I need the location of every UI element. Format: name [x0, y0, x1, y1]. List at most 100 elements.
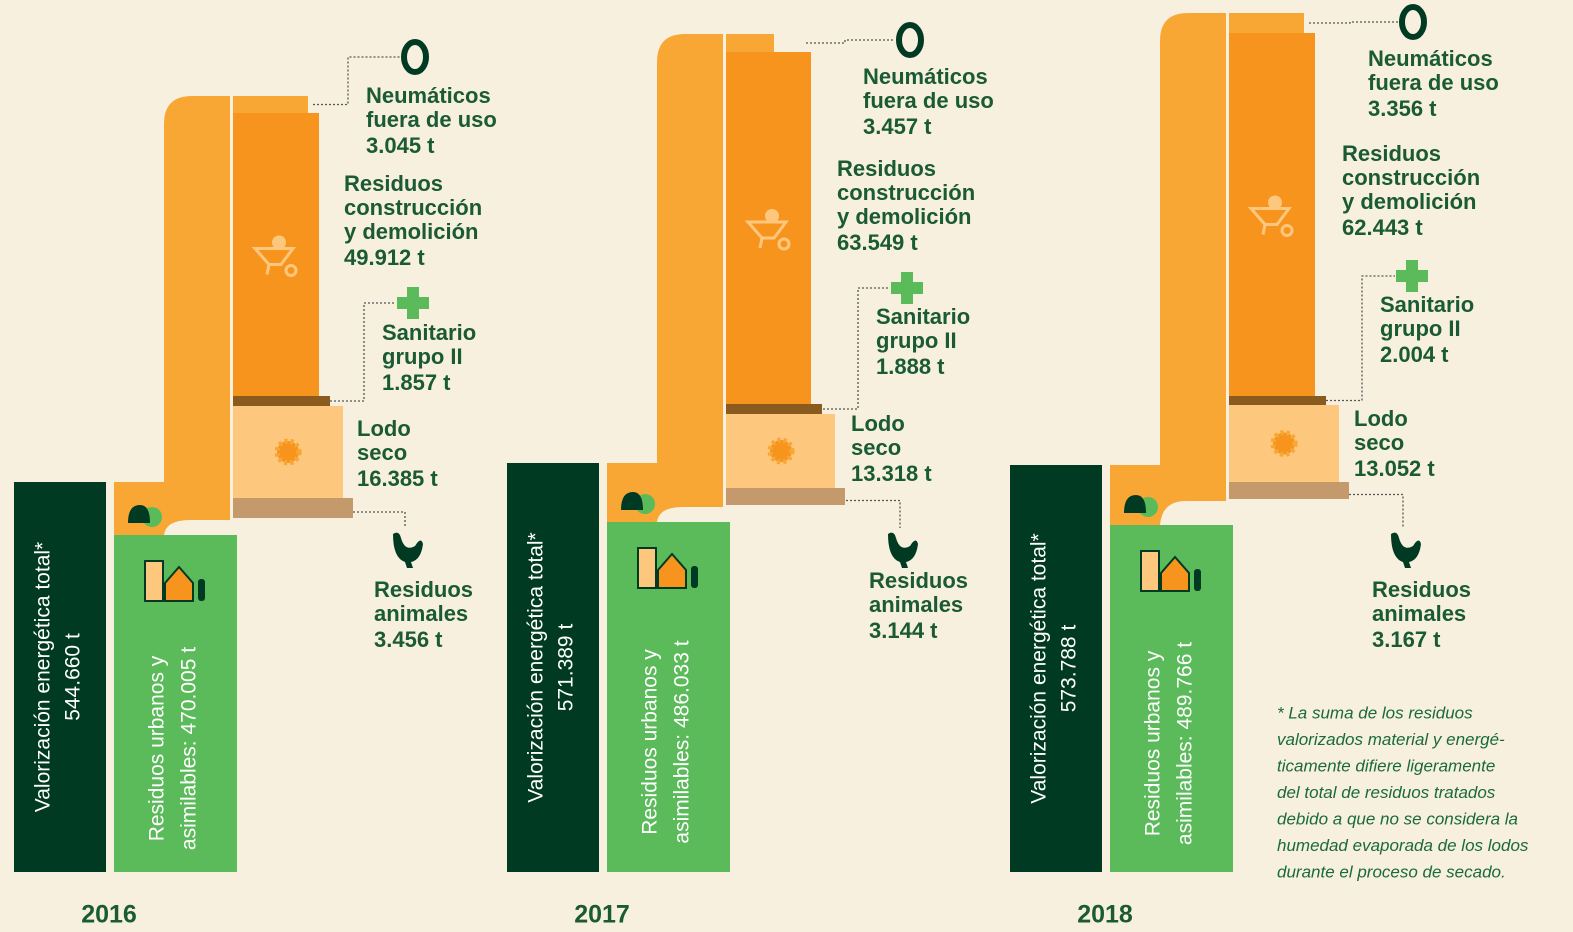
item-name: grupo II	[1380, 316, 1461, 341]
leader	[846, 499, 901, 528]
waste-block	[726, 34, 774, 52]
item-name: seco	[1354, 430, 1404, 455]
leader	[1309, 21, 1398, 24]
item-value: 62.443 t	[1342, 215, 1423, 240]
urban-label: Residuos urbanos y	[639, 649, 662, 835]
item-name: grupo II	[876, 328, 957, 353]
cross-icon	[397, 287, 429, 319]
waste-block	[1229, 396, 1326, 405]
tire-icon	[896, 22, 924, 58]
item-value: 13.318 t	[851, 461, 932, 486]
house-icon	[1140, 550, 1160, 592]
item-name: Residuos	[374, 577, 473, 602]
item-name: y demolición	[837, 204, 971, 229]
house-icon	[144, 560, 164, 602]
connector	[1110, 13, 1226, 525]
waste-block	[233, 498, 353, 518]
leader	[823, 287, 890, 410]
leader	[1326, 275, 1395, 402]
total-label: Valorización energética total*	[525, 532, 548, 802]
item-name: Lodo	[1354, 406, 1408, 431]
footnote: del total de residuos tratados	[1277, 783, 1496, 802]
total-label: Valorización energética total*	[32, 542, 55, 812]
item-name: construcción	[1342, 165, 1480, 190]
waste-block	[233, 96, 308, 113]
urban-label: Residuos urbanos y	[146, 655, 169, 841]
item-value: 1.888 t	[876, 354, 945, 379]
item-name: Lodo	[357, 416, 411, 441]
item-name: Sanitario	[876, 304, 970, 329]
sun-icon	[767, 437, 795, 465]
footnote: durante el proceso de secado.	[1277, 862, 1506, 881]
item-value: 3.457 t	[863, 114, 932, 139]
cross-icon	[1396, 260, 1428, 292]
bag-icon	[1124, 495, 1146, 513]
total-value: 573.788 t	[1058, 625, 1081, 713]
item-value: 3.167 t	[1372, 627, 1441, 652]
tire-icon	[401, 39, 429, 75]
sun-icon	[1270, 430, 1298, 457]
item-value: 13.052 t	[1354, 456, 1435, 481]
house-icon	[637, 547, 657, 589]
item-value: 49.912 t	[344, 245, 425, 270]
item-name: Neumáticos	[863, 64, 988, 89]
bag-icon	[128, 505, 150, 523]
waste-block	[233, 396, 330, 406]
item-name: construcción	[344, 195, 482, 220]
item-name: fuera de uso	[1368, 70, 1499, 95]
urban-label: asimilables: 486.033 t	[671, 640, 694, 843]
leader	[330, 302, 396, 402]
item-value: 63.549 t	[837, 230, 918, 255]
footnote: * La suma de los residuos	[1277, 703, 1473, 722]
item-value: 2.004 t	[1380, 342, 1449, 367]
wheelbarrow-icon	[1280, 224, 1294, 237]
rooster-icon	[1391, 532, 1421, 568]
house-icon	[1160, 555, 1190, 592]
item-name: Neumáticos	[1368, 46, 1493, 71]
item-value: 3.456 t	[374, 627, 443, 652]
item-name: y demolición	[344, 219, 478, 244]
rooster-icon	[393, 532, 423, 568]
item-name: fuera de uso	[366, 107, 497, 132]
item-name: Residuos	[344, 171, 443, 196]
connector	[114, 96, 230, 535]
item-value: 3.045 t	[366, 133, 435, 158]
item-name: Sanitario	[382, 320, 476, 345]
wheelbarrow-icon	[284, 264, 298, 277]
footnote: valorizados material y energé-	[1277, 730, 1505, 749]
item-name: fuera de uso	[863, 88, 994, 113]
connector	[607, 34, 723, 522]
item-name: grupo II	[382, 344, 463, 369]
item-name: Residuos	[1372, 577, 1471, 602]
waste-block	[726, 404, 822, 414]
item-name: animales	[1372, 601, 1466, 626]
footnote: ticamente difiere ligeramente	[1277, 756, 1495, 775]
rooster-icon	[888, 532, 918, 568]
item-name: Residuos	[1342, 141, 1441, 166]
house-icon	[164, 565, 194, 602]
item-name: Residuos	[837, 156, 936, 181]
bag-icon	[621, 492, 643, 510]
sun-icon	[274, 438, 302, 466]
total-bar	[507, 463, 599, 872]
leader	[353, 511, 406, 528]
tree-icon	[691, 566, 698, 588]
year: 2016	[81, 901, 137, 929]
wheelbarrow-icon	[765, 209, 779, 223]
item-name: Lodo	[851, 411, 905, 436]
item-value: 1.857 t	[382, 370, 451, 395]
waste-block	[726, 488, 845, 505]
waste-block	[726, 52, 811, 404]
leader	[313, 56, 400, 106]
item-name: construcción	[837, 180, 975, 205]
waste-block	[1229, 33, 1315, 396]
waste-block	[1229, 13, 1304, 33]
cross-icon	[891, 272, 923, 304]
total-bar	[1010, 465, 1102, 872]
waste-block	[1229, 482, 1349, 499]
house-icon	[657, 552, 687, 589]
wheelbarrow-icon	[1268, 195, 1282, 210]
leader	[1349, 493, 1404, 528]
total-value: 544.660 t	[62, 633, 85, 721]
